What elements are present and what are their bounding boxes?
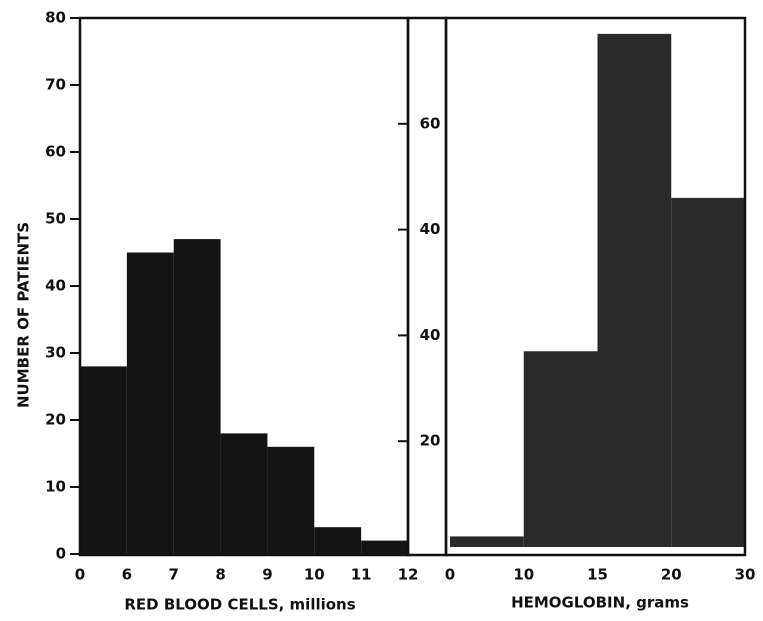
bar [450,536,524,547]
y-tick-label: 40 [420,220,441,238]
bar [597,33,672,548]
x-axis-label: RED BLOOD CELLS, millions [124,596,355,614]
x-tick-label: 0 [445,566,455,584]
y-tick-label: 80 [45,9,66,27]
x-tick-label: 9 [262,566,272,584]
y-tick-label: 60 [420,114,441,132]
x-tick-label: 15 [587,566,608,584]
bar [267,446,315,554]
x-tick-label: 12 [398,566,419,584]
y-tick-label: 20 [45,411,66,429]
y-tick-label: 50 [45,210,66,228]
y-tick-label: 0 [56,545,66,563]
bar [361,540,408,554]
y-tick-label: 60 [45,143,66,161]
x-tick-label: 7 [168,566,178,584]
x-tick-label: 30 [735,566,756,584]
bar [671,197,745,548]
y-tick-label: 40 [420,326,441,344]
x-tick-label: 10 [513,566,534,584]
y-tick-label: 70 [45,76,66,94]
divider-strip [406,16,448,557]
right-frame [444,16,747,557]
bar [126,252,174,554]
bar [314,527,362,554]
bar [80,366,127,554]
x-axis-label: HEMOGLOBIN, grams [511,594,689,612]
bar [220,433,268,554]
x-tick-label: 11 [351,566,372,584]
y-tick-label: 10 [45,478,66,496]
x-tick-label: 20 [661,566,682,584]
bar [173,239,221,554]
bar [523,351,598,547]
y-tick-label: 30 [45,344,66,362]
x-tick-label: 10 [304,566,325,584]
x-tick-label: 8 [215,566,225,584]
x-tick-label: 6 [122,566,132,584]
y-tick-label: 40 [45,277,66,295]
x-tick-label: 0 [75,566,85,584]
y-axis-label: NUMBER OF PATIENTS [15,222,33,408]
y-tick-label: 20 [420,432,441,450]
